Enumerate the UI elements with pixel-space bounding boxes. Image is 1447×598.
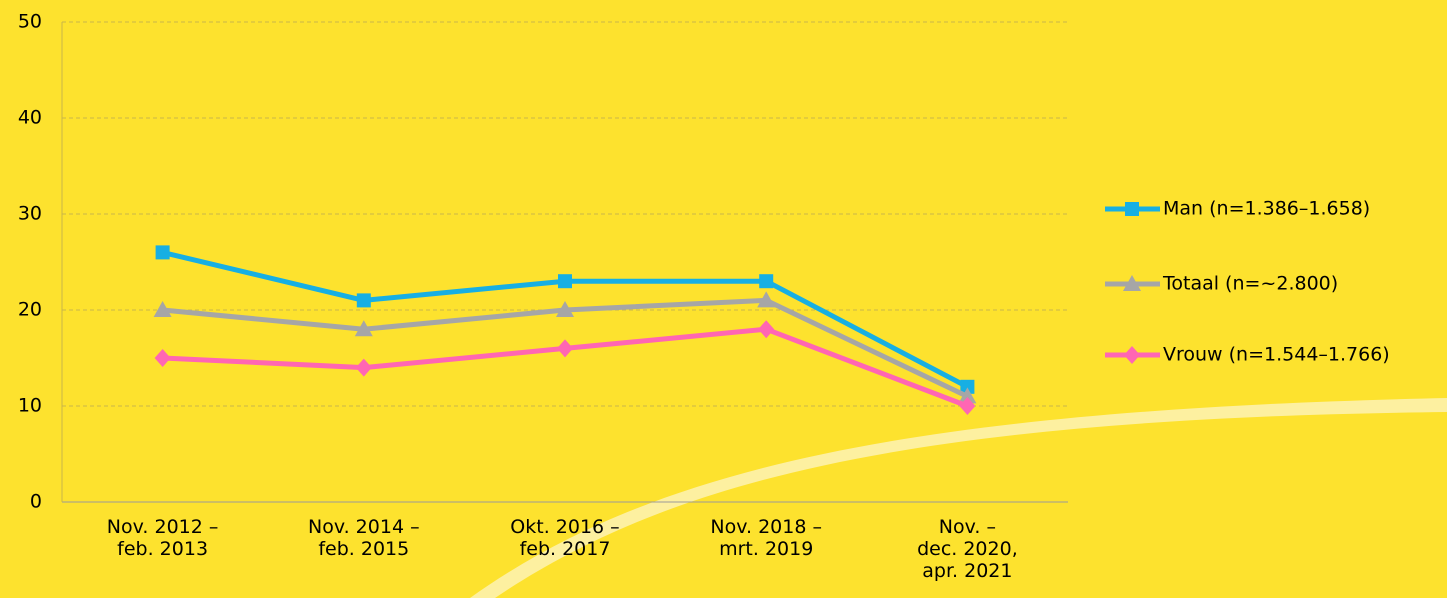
legend-label: Totaal (n=~2.800) (1162, 273, 1338, 295)
marker (357, 293, 371, 307)
x-tick-label: Nov. 2014 –feb. 2015 (308, 516, 420, 560)
x-tick-label: Okt. 2016 –feb. 2017 (510, 516, 619, 560)
chart: 0 10 20 30 40 50 Nov. 2012 –feb. 2013 Nov. 2014… (0, 0, 1447, 598)
legend-label: Man (n=1.386–1.658) (1163, 198, 1370, 220)
marker (558, 274, 572, 288)
background (0, 0, 1447, 598)
y-tick-label: 0 (30, 491, 42, 513)
y-tick-label: 40 (18, 107, 42, 129)
marker (759, 274, 773, 288)
y-tick-label: 10 (18, 395, 42, 417)
legend-label: Vrouw (n=1.544–1.766) (1163, 344, 1390, 366)
y-tick-label: 30 (18, 203, 42, 225)
y-tick-label: 20 (18, 299, 42, 321)
legend-marker (1125, 202, 1139, 216)
marker (156, 245, 170, 259)
page: 0 10 20 30 40 50 Nov. 2012 –feb. 2013 Nov. 2014… (0, 0, 1447, 598)
x-tick-label: Nov. 2012 –feb. 2013 (107, 516, 219, 560)
y-tick-label: 50 (18, 11, 42, 33)
x-tick-label: Nov. 2018 –mrt. 2019 (710, 516, 822, 560)
